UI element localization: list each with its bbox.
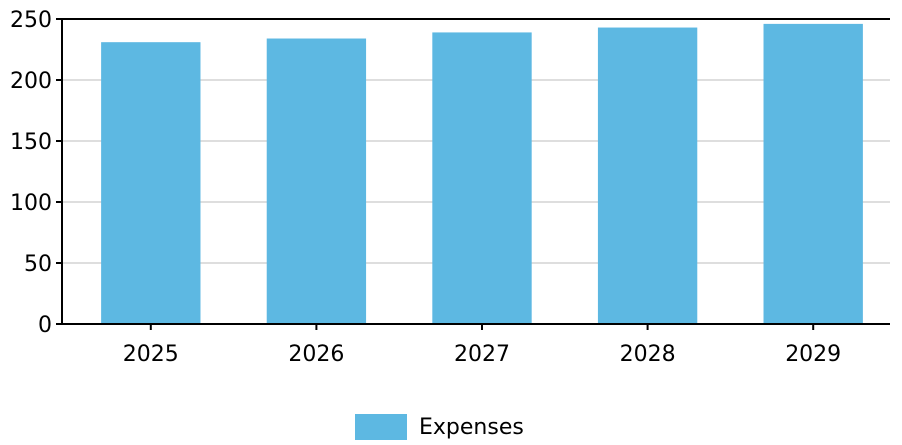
bar-2026: [266, 38, 367, 325]
x-tick-label-2025: 2025: [123, 342, 179, 367]
x-tick-label-2026: 2026: [288, 342, 344, 367]
x-axis-ticks: 2025 2026 2027 2028 2029: [123, 324, 841, 367]
y-tick-label-200: 200: [10, 69, 52, 94]
bars: [101, 23, 863, 325]
y-tick-label-250: 250: [10, 8, 52, 33]
y-tick-label-100: 100: [10, 191, 52, 216]
bar-2028: [597, 27, 698, 324]
y-axis-ticks: 0 50 100 150 200 250: [10, 8, 62, 338]
y-tick-label-50: 50: [24, 252, 52, 277]
legend-label-expenses: Expenses: [419, 414, 524, 440]
axes: [61, 18, 890, 325]
x-tick-label-2028: 2028: [620, 342, 676, 367]
bar-2025: [101, 42, 201, 325]
x-tick-label-2027: 2027: [454, 342, 510, 367]
legend-swatch-expenses: [355, 414, 407, 440]
legend: Expenses: [355, 412, 524, 442]
x-tick-label-2029: 2029: [785, 342, 841, 367]
bar-2027: [432, 32, 532, 325]
bar-2029: [763, 23, 863, 324]
y-tick-label-0: 0: [38, 313, 52, 338]
y-tick-label-150: 150: [10, 130, 52, 155]
